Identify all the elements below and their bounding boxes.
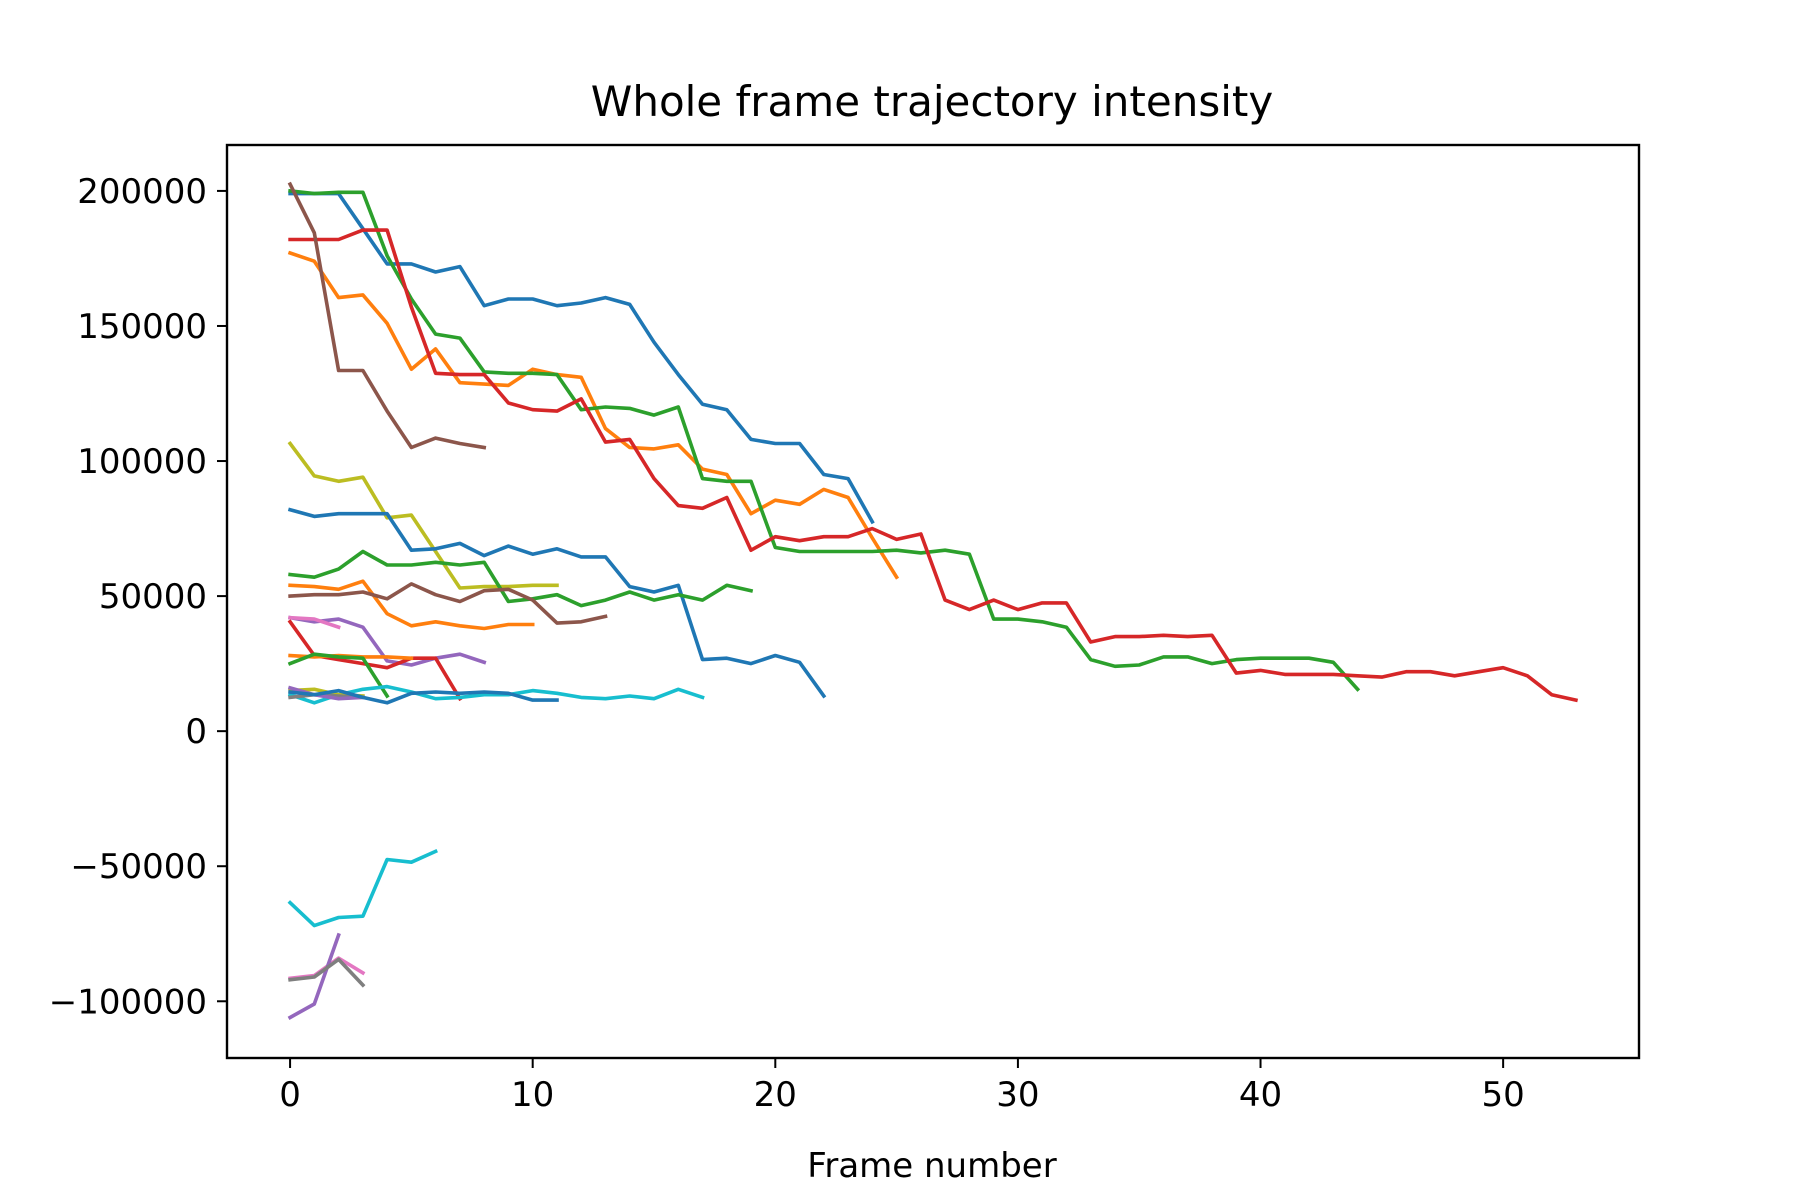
y-tick-label: 0 [185,712,207,752]
x-tick-label: 20 [754,1075,797,1115]
x-axis-label: Frame number [807,1146,1056,1186]
y-tick-label: −100000 [49,982,207,1022]
x-tick-label: 40 [1239,1075,1282,1115]
x-tick-label: 50 [1482,1075,1525,1115]
x-tick-label: 30 [996,1075,1039,1115]
y-tick-label: 150000 [77,307,207,347]
y-tick-label: −50000 [70,847,207,887]
x-tick-label: 10 [511,1075,554,1115]
x-tick-label: 0 [279,1075,301,1115]
y-tick-label: 50000 [99,577,207,617]
chart-title: Whole frame trajectory intensity [591,77,1273,126]
y-tick-label: 100000 [77,442,207,482]
y-tick-label: 200000 [77,172,207,212]
